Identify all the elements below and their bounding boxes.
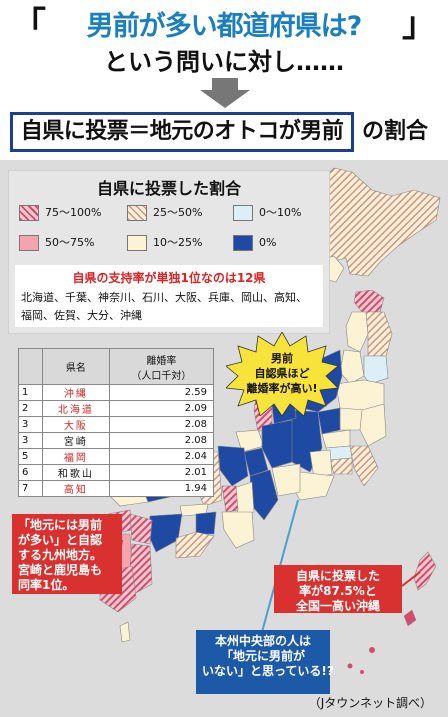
rank-cell: 5 bbox=[18, 448, 43, 465]
table-row: 3 大阪 2.08 bbox=[18, 416, 215, 433]
headline-question: 「 男前が多い都道府県は? 」 bbox=[10, 4, 438, 46]
down-arrow-icon bbox=[200, 78, 250, 108]
callout-line: 全国一高い沖縄 bbox=[295, 599, 380, 613]
pref-cell: 沖縄 bbox=[42, 384, 110, 401]
table-row: 2 北海道 2.09 bbox=[18, 400, 215, 417]
region-ibaraki bbox=[359, 403, 387, 447]
region-miyagi bbox=[363, 355, 389, 385]
callout-honshu: 本州中央部の人は 「地元に男前が いない」と思っている!? bbox=[196, 630, 334, 694]
legend: 自県に投票した割合 75〜100% 25〜50% 0〜10% 50〜75% 10… bbox=[8, 170, 330, 334]
table-header-rate: 離婚率 （人口千対） bbox=[108, 348, 215, 385]
legend-label: 10〜25% bbox=[153, 236, 203, 249]
region-aichi bbox=[271, 463, 301, 497]
note-line-1: 北海道、千葉、神奈川、石川、大阪、兵庫、岡山、高知、 bbox=[21, 291, 307, 304]
legend-label: 75〜100% bbox=[45, 206, 102, 219]
rank-cell: 6 bbox=[18, 464, 43, 481]
table-row: 5 福岡 2.04 bbox=[18, 448, 215, 465]
callout-line: 率が87.5%と bbox=[299, 584, 377, 598]
region-gunma bbox=[317, 407, 341, 435]
table-header-blank bbox=[18, 348, 43, 385]
rate-cell: 2.09 bbox=[108, 400, 215, 417]
rank-cell: 7 bbox=[18, 480, 43, 497]
callout-line: 本州中央部の人は bbox=[214, 634, 311, 648]
starburst-shape bbox=[226, 332, 338, 416]
burst-line-1: 男前 bbox=[271, 352, 293, 365]
table-row: 1 沖縄 2.59 bbox=[18, 384, 215, 401]
rate-cell: 2.59 bbox=[108, 384, 215, 401]
region-shiga bbox=[243, 447, 269, 477]
source-credit: （Jタウンネット調べ） bbox=[308, 696, 432, 710]
legend-swatch-0-10 bbox=[233, 205, 253, 221]
region-miyazaki bbox=[129, 543, 153, 595]
callout-line: いない」と思っている!? bbox=[202, 664, 334, 678]
divorce-rate-table: 県名 離婚率 （人口千対） 1 沖縄 2.59 2 北海道 2.09 3 大阪 … bbox=[18, 348, 215, 497]
main-title-box: 自県に投票＝地元のオトコが男前 bbox=[10, 112, 354, 152]
legend-label: 50〜75% bbox=[45, 236, 95, 249]
legend-note: 自県の支持率が単独1位なのは12県 北海道、千葉、神奈川、石川、大阪、兵庫、岡山… bbox=[15, 265, 323, 327]
burst-line-3: 離婚率が高い! bbox=[246, 382, 318, 395]
legend-label: 0〜10% bbox=[259, 206, 302, 219]
rank-cell: 3 bbox=[18, 416, 43, 433]
region-kyoto bbox=[217, 445, 249, 487]
rate-cell: 1.94 bbox=[108, 480, 215, 497]
note-line-2: 福岡、佐賀、大分、沖縄 bbox=[21, 309, 142, 322]
rate-cell: 2.08 bbox=[108, 432, 215, 449]
legend-label: 25〜50% bbox=[153, 206, 203, 219]
question-text: 男前が多い都道府県は? bbox=[86, 11, 363, 42]
rate-cell: 2.04 bbox=[108, 448, 215, 465]
legend-swatch-10-25 bbox=[127, 235, 147, 251]
region-chiba bbox=[349, 445, 379, 487]
legend-swatch-75-100 bbox=[19, 205, 39, 221]
region-yamanashi bbox=[309, 449, 333, 479]
callout-line: 「地元には男前 bbox=[18, 518, 103, 532]
rate-cell: 2.01 bbox=[108, 464, 215, 481]
pref-cell: 大阪 bbox=[42, 416, 110, 433]
callout-kyushu: 「地元には男前 が多い」と自認 する九州地方。 宮崎と鹿児島も 同率1位。 bbox=[12, 514, 122, 594]
pref-cell: 高知 bbox=[42, 480, 110, 497]
region-tanegashima bbox=[119, 621, 131, 643]
pref-cell: 宮崎 bbox=[42, 432, 110, 449]
rank-cell: 2 bbox=[18, 400, 43, 417]
starburst-badge: 男前 自認県ほど 離婚率が高い! bbox=[226, 332, 338, 416]
region-kochi bbox=[175, 531, 215, 559]
headline-subtext: という問いに対し…… bbox=[104, 48, 344, 76]
rank-cell: 3 bbox=[18, 432, 43, 449]
callout-line: 「地元に男前が bbox=[220, 649, 305, 663]
table-row: 6 和歌山 2.01 bbox=[18, 464, 215, 481]
region-wakayama bbox=[221, 511, 255, 549]
region-okinawa bbox=[413, 551, 437, 591]
table-row: 3 宮崎 2.08 bbox=[18, 432, 215, 449]
callout-line: 宮崎と鹿児島も bbox=[18, 563, 103, 577]
note-title: 自県の支持率が単独1位なのは12県 bbox=[72, 271, 266, 285]
pref-cell: 北海道 bbox=[42, 400, 110, 417]
rate-header-main: 離婚率 bbox=[146, 355, 177, 367]
legend-title: 自県に投票した割合 bbox=[96, 179, 241, 198]
callout-line: が多い」と自認 bbox=[18, 533, 103, 547]
region-tokushima bbox=[195, 511, 217, 535]
region-oita bbox=[129, 513, 153, 545]
burst-line-2: 自認県ほど bbox=[254, 367, 310, 380]
table-row: 7 高知 1.94 bbox=[18, 480, 215, 497]
ratio-label: の割合 bbox=[362, 119, 429, 144]
legend-swatch-50-75 bbox=[19, 235, 39, 251]
pref-cell: 福岡 bbox=[42, 448, 110, 465]
rate-cell: 2.08 bbox=[108, 416, 215, 433]
region-osaka bbox=[221, 485, 239, 513]
region-kanagawa bbox=[329, 457, 353, 475]
pref-cell: 和歌山 bbox=[42, 464, 110, 481]
rank-cell: 1 bbox=[18, 384, 43, 401]
open-bracket: 「 bbox=[12, 5, 46, 45]
rate-header-sub: （人口千対） bbox=[131, 370, 192, 382]
legend-swatch-0 bbox=[233, 235, 253, 251]
callout-okinawa: 自県に投票した 率が87.5%と 全国一高い沖縄 bbox=[274, 565, 402, 613]
close-bracket: 」 bbox=[402, 5, 436, 45]
region-gifu bbox=[261, 419, 293, 469]
legend-swatch-25-50 bbox=[127, 205, 147, 221]
callout-line: する九州地方。 bbox=[18, 548, 103, 562]
callout-line: 同率1位。 bbox=[18, 578, 75, 592]
legend-label: 0% bbox=[259, 236, 277, 249]
callout-line: 自県に投票した bbox=[295, 569, 380, 583]
table-header-pref: 県名 bbox=[42, 348, 110, 385]
